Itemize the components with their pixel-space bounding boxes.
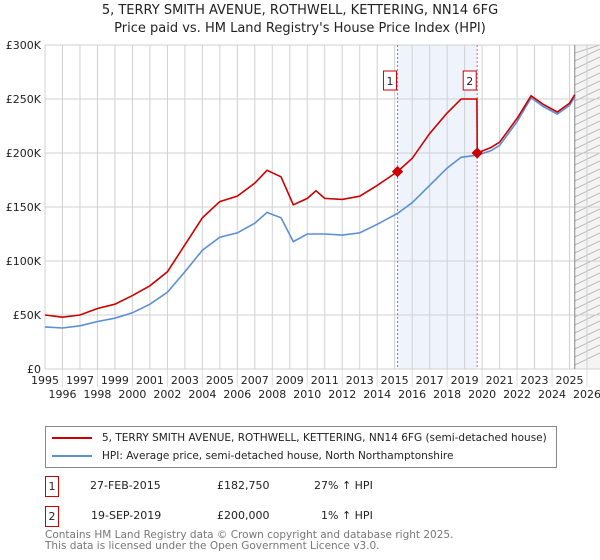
x-tick-label: 2008: [258, 388, 286, 401]
sale-badge-label: 1: [386, 75, 393, 88]
transaction-date: 27-FEB-2015: [90, 479, 161, 492]
x-tick-label: 1999: [101, 374, 129, 387]
x-tick-label: 2021: [486, 374, 514, 387]
legend-item-hpi: HPI: Average price, semi-detached house,…: [52, 448, 453, 464]
x-tick-label: 2003: [171, 374, 199, 387]
sale-badge: [462, 70, 477, 91]
marker-badge: 1: [45, 476, 59, 497]
y-tick-label: £100K: [6, 255, 42, 268]
x-tick-label: 2010: [293, 388, 321, 401]
x-tick-label: 2018: [433, 388, 461, 401]
x-tick-label: 2005: [206, 374, 234, 387]
x-tick-label: 2006: [223, 388, 251, 401]
x-tick-label: 2002: [153, 388, 181, 401]
x-tick-label: 2019: [451, 374, 479, 387]
transaction-row: 1 27-FEB-2015 £182,750 27% ↑ HPI: [45, 476, 445, 498]
marker-badge: 2: [45, 506, 59, 527]
transaction-price: £182,750: [217, 479, 270, 492]
x-tick-label: 2022: [503, 388, 531, 401]
x-tick-label: 2026: [573, 388, 600, 401]
x-tick-label: 1998: [83, 388, 111, 401]
transaction-hpi: 27% ↑ HPI: [314, 479, 373, 492]
property-price-line: [44, 94, 576, 319]
x-tick-label: 2024: [538, 388, 566, 401]
legend-label: 5, TERRY SMITH AVENUE, ROTHWELL, KETTERI…: [102, 432, 547, 444]
x-tick-label: 2007: [241, 374, 269, 387]
sale-badge-label: 2: [466, 75, 473, 88]
x-tick-label: 2012: [328, 388, 356, 401]
y-tick-label: £0: [27, 363, 41, 376]
y-tick-label: £300K: [6, 39, 42, 52]
x-tick-label: 2011: [311, 374, 339, 387]
transaction-date: 19-SEP-2019: [91, 509, 162, 522]
x-tick-label: 2014: [363, 388, 391, 401]
footer: Contains HM Land Registry data © Crown c…: [45, 530, 453, 552]
legend: 5, TERRY SMITH AVENUE, ROTHWELL, KETTERI…: [45, 426, 557, 468]
x-tick-label: 2009: [276, 374, 304, 387]
footer-copyright: Contains HM Land Registry data © Crown c…: [45, 529, 454, 541]
transaction-row: 2 19-SEP-2019 £200,000 1% ↑ HPI: [45, 506, 445, 528]
x-tick-label: 2017: [416, 374, 444, 387]
x-tick-label: 2004: [188, 388, 216, 401]
price-chart: 1995199619971998199920002001200220032004…: [6, 39, 600, 401]
x-tick-label: 2025: [556, 374, 584, 387]
x-tick-label: 2023: [521, 374, 549, 387]
x-tick-label: 2013: [346, 374, 374, 387]
sale-badge: [382, 70, 397, 91]
sale-point: [471, 147, 483, 159]
x-tick-label: 1995: [31, 374, 59, 387]
x-tick-label: 1996: [48, 388, 76, 401]
hpi-line: [44, 96, 576, 329]
x-tick-label: 2016: [398, 388, 426, 401]
sale-point: [391, 165, 404, 178]
footer-licence: This data is licensed under the Open Gov…: [45, 540, 380, 552]
legend-swatch-blue: [52, 455, 92, 457]
x-tick-label: 2000: [118, 388, 146, 401]
x-tick-label: 2001: [136, 374, 164, 387]
y-tick-label: £250K: [6, 93, 42, 106]
legend-item-property: 5, TERRY SMITH AVENUE, ROTHWELL, KETTERI…: [52, 430, 547, 446]
legend-swatch-red: [52, 437, 92, 439]
x-tick-label: 2020: [468, 388, 496, 401]
y-tick-label: £150K: [6, 201, 42, 214]
transaction-price: £200,000: [217, 509, 270, 522]
chart-title: 5, TERRY SMITH AVENUE, ROTHWELL, KETTERI…: [101, 3, 499, 18]
y-tick-label: £50K: [13, 309, 42, 322]
x-tick-label: 2015: [381, 374, 409, 387]
y-tick-label: £200K: [6, 147, 42, 160]
transaction-hpi: 1% ↑ HPI: [321, 509, 373, 522]
x-tick-label: 1997: [66, 374, 94, 387]
legend-label: HPI: Average price, semi-detached house,…: [102, 450, 454, 462]
chart-subtitle: Price paid vs. HM Land Registry's House …: [114, 21, 486, 36]
